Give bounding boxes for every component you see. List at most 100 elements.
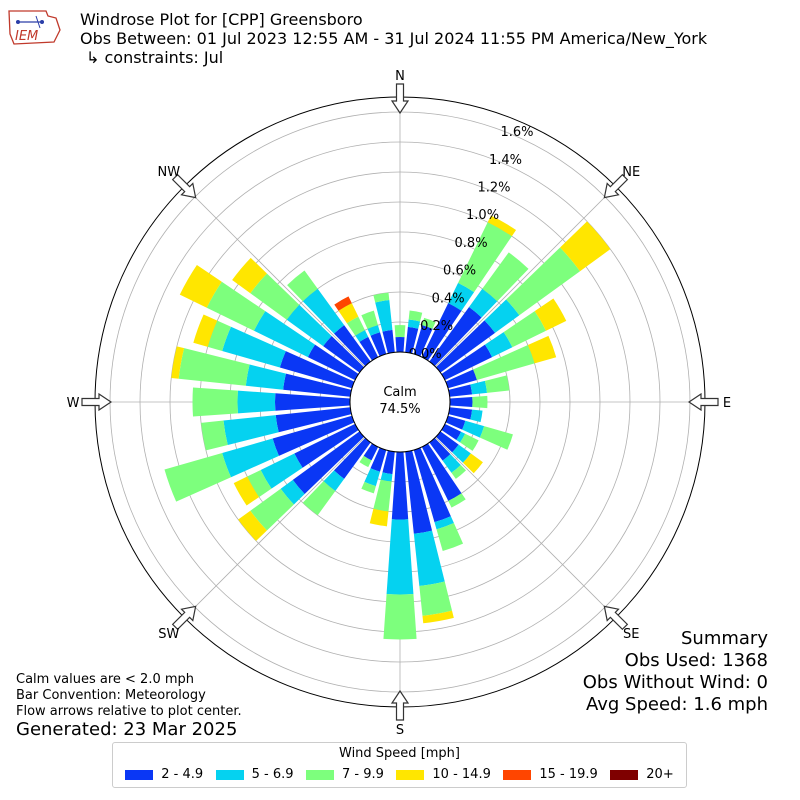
title-block: Windrose Plot for [CPP] Greensboro Obs B… [80,10,707,67]
chart-constraints: ↳ constraints: Jul [86,48,224,67]
windrose-bar-segment [448,407,473,420]
windrose-bar-segment [369,508,389,527]
windrose-bar-segment [445,415,466,430]
legend-item-7-10: 7 - 9.9 [306,767,384,782]
compass-arrows [81,83,719,721]
windrose-bar-segment [287,270,318,302]
windrose-bar-segment [470,380,488,395]
compass-label: S [396,723,404,738]
windrose-bar-segment [178,348,250,386]
windrose-bar-segment [302,288,345,334]
radial-tick-label: 1.6% [500,125,533,140]
calm-percent: 74.5% [379,402,420,417]
windrose-bar-segment [302,481,336,516]
windrose-bar-segment [171,346,185,379]
windrose-bar-segment [441,423,462,441]
summary-obs-used: Obs Used: 1368 [624,650,768,671]
compass-label: NW [157,165,180,180]
windrose-bar-segment [283,373,352,397]
windrose-bar-segment [472,395,488,409]
windrose-bar-segment [419,581,453,616]
windrose-bar-segment [445,369,477,389]
windrose-bar-segment [279,351,355,389]
windrose-bar-segment [470,409,483,423]
legend: Wind Speed [mph] 2 - 4.9 5 - 6.9 7 - 9.9… [112,742,687,788]
legend-item-15-20: 15 - 19.9 [503,767,598,782]
windrose-bar-segment [458,222,512,293]
compass-label: NE [622,165,640,180]
radial-tick-label: 0.4% [432,291,465,306]
compass-arrow [81,392,113,412]
legend-swatch [610,769,639,780]
radial-tick-label: 0.6% [443,264,476,279]
legend-label: 10 - 14.9 [432,767,491,782]
windrose-bar-segment [346,316,365,336]
windrose-bar-segment [380,472,393,482]
summary-avg-speed: Avg Speed: 1.6 mph [586,694,768,715]
legend-item-10-15: 10 - 14.9 [396,767,491,782]
grid-spoke [435,186,616,367]
windrose-bar-segment [250,488,294,531]
compass-label: SW [158,627,179,642]
axis-labels: NNEESESSWWNW0.0%0.2%0.4%0.6%0.8%1.0%1.2%… [67,69,732,738]
windrose-bar-segment [338,303,359,324]
windrose-bar-segment [260,453,303,489]
summary-obs-without-wind: Obs Without Wind: 0 [582,672,768,693]
windrose-bar-segment [280,479,305,505]
windrose-bar-segment [421,443,462,501]
windrose-bar-segment [449,396,473,408]
windrose-bar-segment [460,433,479,451]
windrose-bar-segment [359,336,379,361]
legend-label: 15 - 19.9 [539,767,598,782]
windrose-bar-segment [436,523,464,551]
iem-logo: IEM [8,10,61,45]
windrose-bar-segment [429,306,482,367]
windrose-bar-segment [250,273,300,320]
windrose-bar-segment [359,455,372,468]
windrose-bar-segment [462,453,483,474]
summary-block: Summary Obs Used: 1368 Obs Without Wind:… [583,628,768,716]
compass-label: W [67,396,80,411]
note-calm: Calm values are < 2.0 mph [16,672,195,687]
generated-date: Generated: 23 Mar 2025 [16,719,238,740]
windrose-bar-segment [233,476,260,506]
windrose-bar-segment [232,257,267,294]
windrose-bar-segment [247,469,272,498]
windrose-bar-segment [286,304,332,347]
windrose-bar-segment [361,310,378,329]
windrose-bar-segment [367,325,381,336]
windrose-bar-segment [452,444,471,463]
legend-item-5-7: 5 - 6.9 [215,767,294,782]
windrose-bar-segment [448,384,473,397]
legend-label: 5 - 6.9 [251,767,294,782]
windrose-bar-segment [506,247,581,316]
compass-arrow [390,83,410,115]
windrose-bar-segment [364,468,381,487]
windrose-bar-segment [334,437,371,479]
windrose-bar-segment [323,470,345,491]
logo-text: IEM [15,29,38,44]
legend-label: 7 - 9.9 [342,767,384,782]
windrose-bar-segment [413,325,433,357]
windrose-bar-segment [370,447,387,472]
windrose-bar-segment [462,420,485,438]
compass-label: SE [623,627,639,642]
legend-item-20-plus: 20+ [610,767,674,782]
windrose-bar-segment [223,415,279,445]
windrose-bar-segment [386,519,414,595]
windrose-bar-segment [355,330,369,342]
windrose-bar-segment [192,387,238,417]
windrose-bar-segment [383,594,417,640]
grid-spoke [184,437,365,618]
windrose-bar-segment [421,303,462,361]
windrose-bar-segment [206,281,266,331]
windrose-bar-segment [482,252,529,302]
windrose-bar-segment [503,311,547,348]
windrose-bar-segment [373,292,390,303]
radial-tick-label: 1.2% [478,181,511,196]
windrose-bar-segment [373,479,392,512]
compass-arrow [603,173,629,199]
legend-swatch [125,769,154,780]
legend-swatch [396,769,425,780]
radial-tick-label: 0.8% [455,236,488,251]
